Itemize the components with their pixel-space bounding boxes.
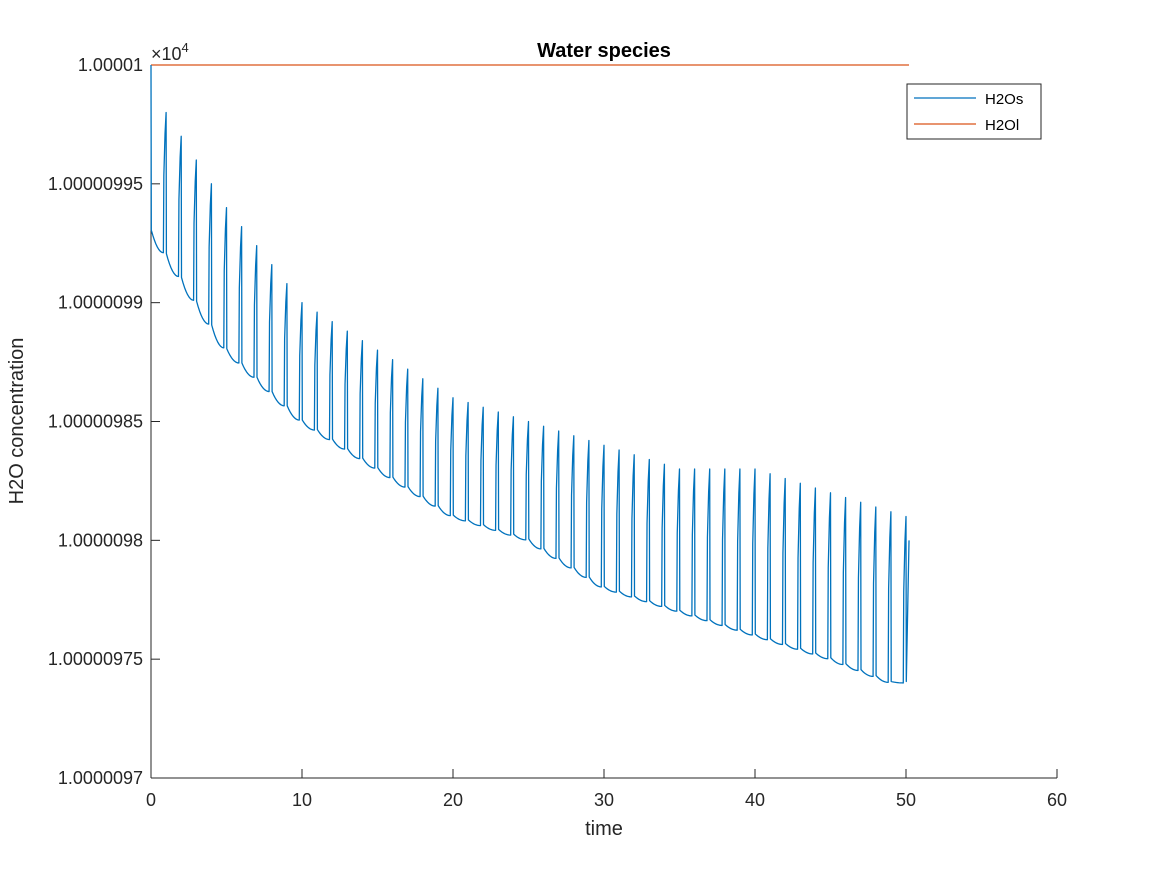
legend-label-h2os: H2Os: [985, 91, 1023, 108]
legend-label-h2ol: H2Ol: [985, 117, 1019, 134]
y-multiplier-exponent: 4: [182, 40, 189, 55]
y-tick-label: 1.00000985: [48, 412, 143, 432]
y-tick-label: 1.0000099: [58, 293, 143, 313]
chart-title: Water species: [537, 40, 671, 62]
x-tick-label: 50: [896, 790, 916, 810]
series-line-h2os: [150, 64, 910, 684]
x-tick-label: 0: [146, 790, 156, 810]
y-tick-label: 1.00000995: [48, 174, 143, 194]
y-ticks: 1.0000097 1.00000975 1.0000098 1.00000985 1.…: [48, 55, 160, 788]
y-axis-label: H2O concentration: [6, 338, 28, 505]
x-axis-label: time: [585, 818, 623, 840]
x-tick-label: 30: [594, 790, 614, 810]
x-tick-label: 10: [292, 790, 312, 810]
y-tick-label: 1.00001: [78, 55, 143, 75]
x-tick-label: 20: [443, 790, 463, 810]
legend-box: [906, 83, 1042, 140]
series-layer: [150, 64, 910, 684]
y-tick-label: 1.00000975: [48, 649, 143, 669]
legend: H2Os H2Ol: [906, 83, 1042, 140]
y-multiplier-base: ×10: [151, 44, 182, 64]
y-tick-label: 1.0000097: [58, 768, 143, 788]
x-tick-label: 40: [745, 790, 765, 810]
x-ticks: 0 10 20 30 40 50 60: [146, 769, 1067, 810]
x-tick-label: 60: [1047, 790, 1067, 810]
y-tick-label: 1.0000098: [58, 530, 143, 550]
y-multiplier: ×104: [151, 40, 189, 64]
